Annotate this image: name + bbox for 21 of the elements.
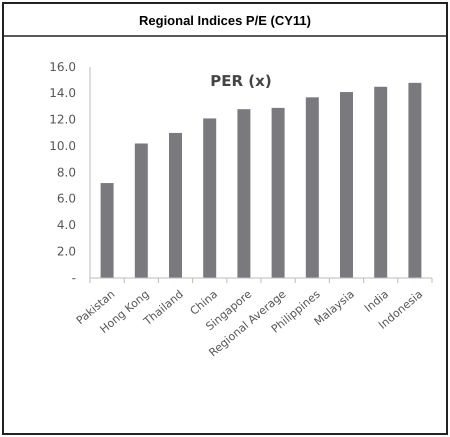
bar: [306, 97, 319, 278]
y-tick-label: 10.0: [49, 138, 76, 153]
chart-subtitle: PER (x): [210, 72, 272, 90]
bar: [408, 82, 422, 278]
bar: [203, 118, 216, 278]
bar: [100, 183, 114, 278]
bar: [134, 143, 148, 278]
y-tick-label: 2.0: [56, 244, 76, 258]
y-tick-label: 16.0: [49, 60, 76, 74]
y-tick-label: 12.0: [49, 112, 76, 127]
y-tick-label: 8.0: [56, 165, 76, 180]
bar: [340, 92, 353, 278]
bar: [169, 132, 182, 278]
bar: [237, 109, 250, 278]
bar: [374, 86, 388, 278]
bar: [272, 108, 285, 278]
y-tick-label: 4.0: [56, 218, 76, 232]
y-tick-label: 14.0: [49, 86, 76, 100]
chart-title: Regional Indices P/E (CY11): [139, 13, 311, 28]
y-tick-label: 6.0: [56, 192, 76, 206]
y-tick-label: -: [72, 270, 76, 285]
